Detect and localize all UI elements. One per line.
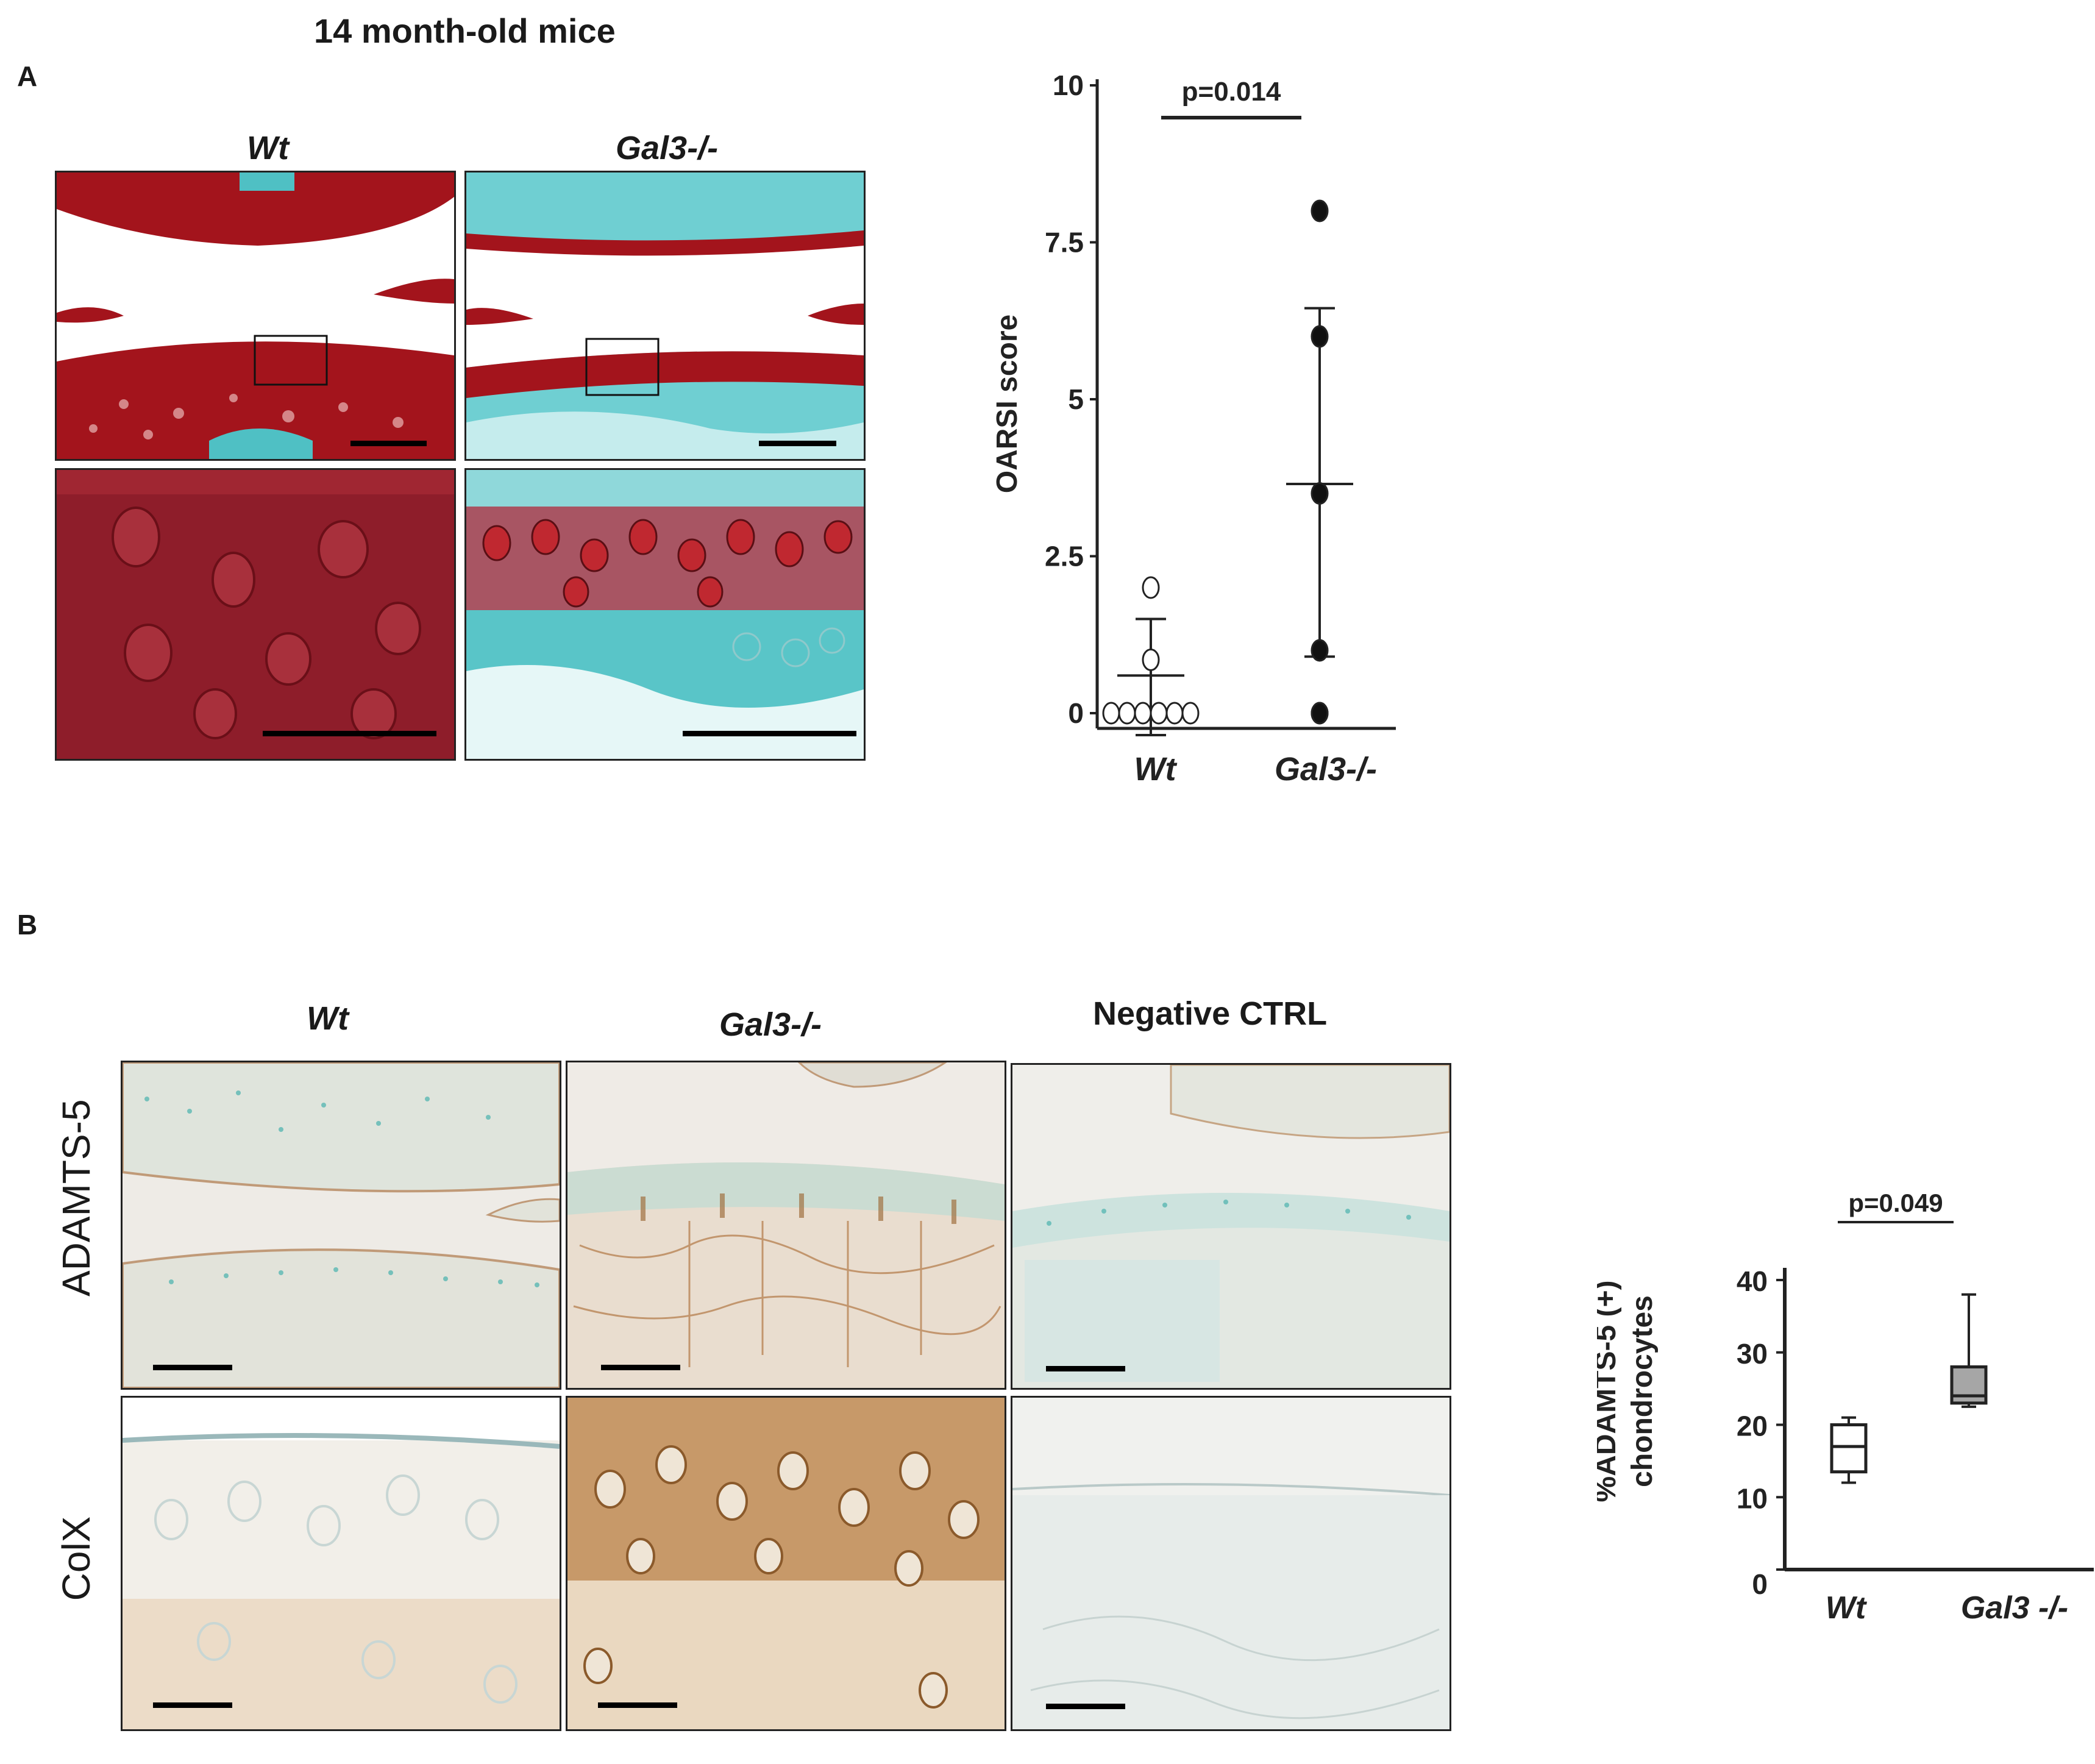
scale-bar xyxy=(1046,1704,1125,1709)
y-tick-label: 30 xyxy=(1737,1338,1768,1370)
micrograph-a-wt-high xyxy=(55,468,456,761)
data-point xyxy=(1181,702,1200,725)
data-point xyxy=(1311,702,1329,725)
scale-bar xyxy=(601,1365,680,1370)
figure-title: 14 month-old mice xyxy=(314,12,616,50)
data-point xyxy=(1311,199,1329,222)
x-tick-label: Gal3 -/- xyxy=(1961,1590,2068,1626)
data-point xyxy=(1311,482,1329,505)
p-value-label: p=0.049 xyxy=(1848,1189,1943,1217)
y-axis-label: OARSI score xyxy=(991,315,1023,493)
data-point xyxy=(1311,639,1329,662)
p-value-label: p=0.014 xyxy=(1182,77,1281,107)
panel-b-header-wt: Wt xyxy=(307,1000,349,1037)
data-point xyxy=(1134,702,1152,725)
data-point xyxy=(1165,702,1184,725)
panel-b-row-colx: ColX xyxy=(54,1516,98,1601)
box xyxy=(1950,1365,1988,1405)
panel-a-header-gal3: Gal3-/- xyxy=(616,130,719,166)
panel-b-header-gal3: Gal3-/- xyxy=(719,1006,822,1043)
scale-bar xyxy=(153,1702,232,1708)
micrograph-a-wt-low xyxy=(55,171,456,461)
data-point xyxy=(1102,702,1120,725)
data-point xyxy=(1142,576,1160,599)
scale-bar xyxy=(1046,1366,1125,1371)
panel-a-header-wt: Wt xyxy=(247,130,289,166)
y-tick-label: 20 xyxy=(1737,1410,1768,1442)
ihc-colx-negative-ctrl xyxy=(1011,1396,1451,1731)
y-axis-label: chondrocytes xyxy=(1626,1295,1659,1487)
ihc-colx-wt xyxy=(121,1396,561,1731)
data-point xyxy=(1142,648,1160,671)
data-point xyxy=(1118,702,1136,725)
scale-bar xyxy=(350,441,427,446)
micrograph-a-gal3-low xyxy=(464,171,866,461)
y-axis-label: %ADAMTS-5 (+) xyxy=(1597,1280,1622,1502)
adamts5-boxplot-chart: 0 10 20 30 40 %ADAMTS-5 (+) chondrocytes Wt Gal3… xyxy=(1597,1189,2094,1626)
ihc-adamts5-wt xyxy=(121,1061,561,1390)
box xyxy=(1830,1423,1868,1474)
y-tick-label: 7.5 xyxy=(1045,227,1084,258)
ihc-adamts5-gal3 xyxy=(566,1061,1006,1390)
data-point xyxy=(1150,702,1168,725)
y-tick-label: 10 xyxy=(1737,1482,1768,1514)
y-tick-label: 2.5 xyxy=(1045,541,1084,572)
y-tick-label: 40 xyxy=(1737,1265,1768,1297)
micrograph-a-gal3-high xyxy=(464,468,866,761)
x-tick-label: Gal3-/- xyxy=(1275,751,1377,788)
panel-b-row-adamts5: ADAMTS-5 xyxy=(54,1099,98,1296)
y-tick-label: 0 xyxy=(1068,697,1084,729)
data-point xyxy=(1311,325,1329,348)
y-tick-label: 0 xyxy=(1752,1568,1768,1600)
oarsi-score-chart: 0 2.5 5 7.5 10 OARSI score Wt Gal3-/- p=0.014 xyxy=(991,69,1396,788)
x-tick-label: Wt xyxy=(1134,751,1178,788)
x-tick-label: Wt xyxy=(1826,1590,1868,1626)
panel-a-label: A xyxy=(17,60,38,92)
ihc-adamts5-negative-ctrl xyxy=(1011,1063,1451,1390)
panel-b-header-negative-ctrl: Negative CTRL xyxy=(1093,995,1328,1032)
scale-bar xyxy=(683,731,856,736)
scale-bar xyxy=(759,441,836,446)
scale-bar xyxy=(598,1702,677,1708)
panel-b-label: B xyxy=(17,909,38,941)
ihc-colx-gal3 xyxy=(566,1396,1006,1731)
scale-bar xyxy=(263,731,436,736)
y-tick-label: 10 xyxy=(1053,69,1084,101)
scale-bar xyxy=(153,1365,232,1370)
y-tick-label: 5 xyxy=(1068,383,1084,415)
